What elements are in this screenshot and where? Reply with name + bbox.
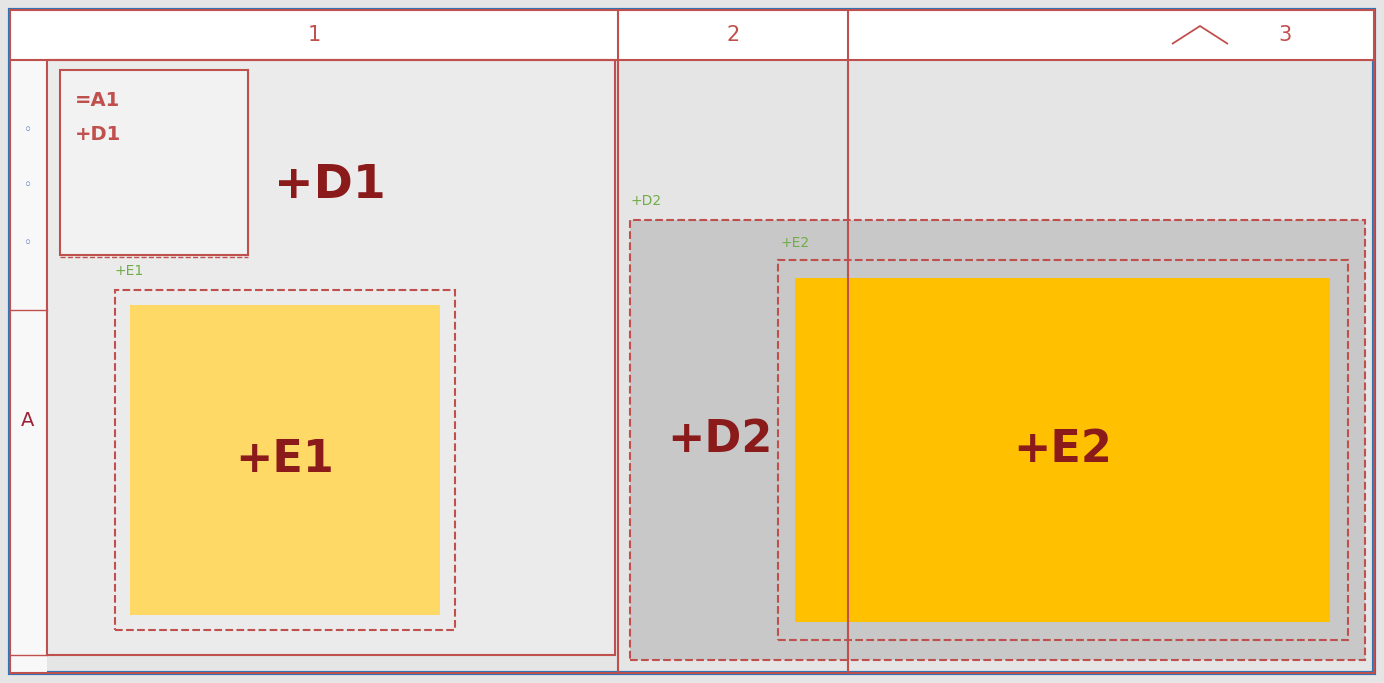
Text: +E1: +E1: [235, 438, 335, 482]
Bar: [630, 220, 1365, 660]
Bar: [778, 260, 1348, 640]
Text: +D1: +D1: [274, 163, 386, 208]
Text: ◦: ◦: [24, 236, 32, 250]
Text: A: A: [21, 410, 35, 430]
Text: ◦: ◦: [24, 178, 32, 192]
Text: 1: 1: [307, 25, 321, 45]
Bar: [115, 290, 455, 630]
Bar: [10, 60, 1374, 673]
Text: +D2: +D2: [630, 194, 662, 208]
Bar: [60, 70, 248, 255]
Bar: [10, 10, 1374, 60]
Text: +D1: +D1: [75, 126, 122, 145]
Bar: [794, 278, 1330, 622]
Bar: [130, 305, 440, 615]
Bar: [10, 60, 47, 673]
Text: +E1: +E1: [115, 264, 144, 278]
Text: =A1: =A1: [75, 91, 120, 109]
Bar: [630, 220, 1365, 660]
Text: +E2: +E2: [1013, 428, 1113, 471]
Text: 3: 3: [1279, 25, 1291, 45]
Text: 2: 2: [727, 25, 739, 45]
Bar: [47, 60, 614, 655]
Text: ◦: ◦: [24, 123, 32, 137]
Text: +D2: +D2: [667, 419, 772, 462]
Text: +E2: +E2: [781, 236, 810, 250]
